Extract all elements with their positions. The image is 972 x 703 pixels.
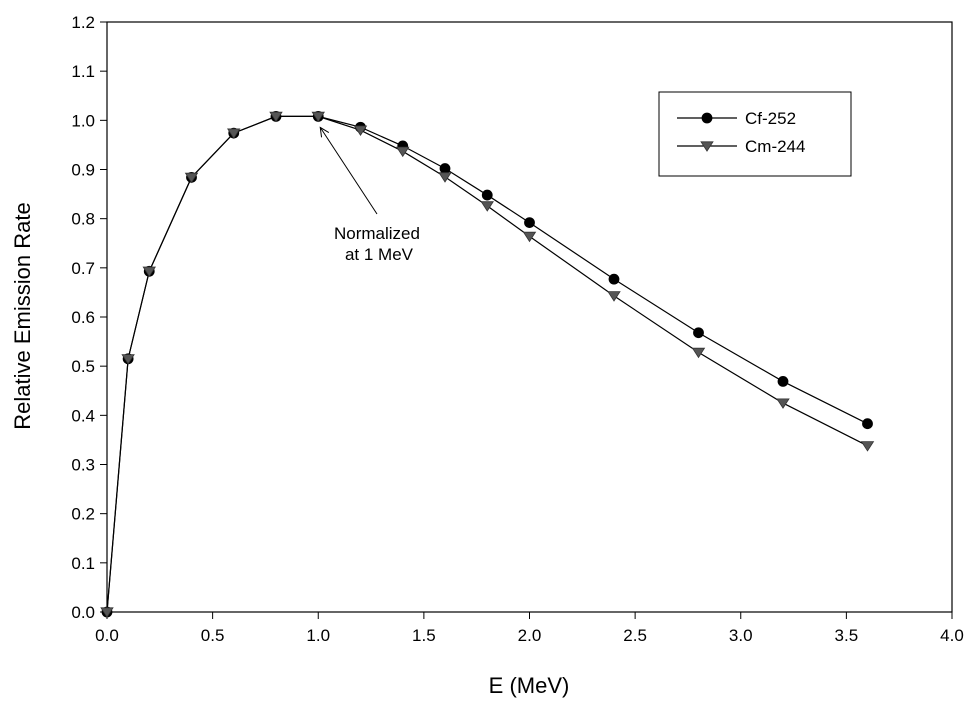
legend: Cf-252 Cm-244 — [658, 91, 852, 177]
legend-item: Cm-244 — [677, 137, 805, 156]
data-point — [227, 128, 241, 139]
annotation-line1: Normalized — [334, 224, 420, 243]
x-tick-label: 2.5 — [623, 626, 647, 645]
y-tick-label: 0.8 — [71, 210, 95, 229]
y-axis: 0.0 0.1 0.2 0.3 0.4 0.5 0.6 0.7 0.8 0.9 1.0 1.1 1.2 — [71, 13, 107, 622]
legend-marker — [700, 141, 714, 152]
y-axis-title: Relative Emission Rate — [10, 202, 35, 429]
data-point — [777, 376, 789, 387]
data-point — [607, 291, 621, 302]
y-tick-label: 1.1 — [71, 62, 95, 81]
x-tick-label: 1.0 — [306, 626, 330, 645]
series-layer — [100, 111, 875, 618]
annotation: Normalized at 1 MeV — [319, 126, 420, 264]
data-point — [121, 354, 135, 365]
data-point — [396, 146, 410, 158]
x-tick-label: 0.5 — [201, 626, 225, 645]
legend-marker — [701, 112, 713, 124]
data-point — [480, 201, 494, 212]
data-point — [439, 163, 451, 174]
data-point — [691, 347, 706, 359]
x-axis: 0.0 0.5 1.0 1.5 2.0 2.5 3.0 3.5 4.0 — [95, 612, 964, 645]
data-point — [438, 172, 452, 183]
data-point — [269, 111, 283, 123]
y-tick-label: 0.2 — [71, 505, 95, 524]
y-tick-label: 0.5 — [71, 357, 95, 376]
y-tick-label: 1.0 — [71, 111, 95, 130]
y-tick-label: 0.9 — [71, 161, 95, 180]
y-tick-label: 0.7 — [71, 259, 95, 278]
y-tick-label: 0.4 — [71, 406, 95, 425]
x-tick-label: 2.0 — [518, 626, 542, 645]
y-tick-label: 0.0 — [71, 603, 95, 622]
x-tick-label: 3.0 — [729, 626, 753, 645]
data-point — [693, 327, 704, 339]
data-point — [353, 125, 368, 137]
data-point — [100, 607, 114, 618]
series-cm-244 — [100, 111, 875, 618]
legend-item: Cf-252 — [677, 109, 796, 128]
legend-label: Cm-244 — [745, 137, 805, 156]
y-tick-label: 0.3 — [71, 456, 95, 475]
y-tick-label: 1.2 — [71, 13, 95, 32]
data-point — [184, 172, 199, 184]
legend-box — [658, 91, 852, 177]
x-axis-title: E (MeV) — [489, 673, 570, 698]
data-point — [524, 217, 535, 229]
annotation-arrow — [319, 127, 378, 215]
series-cf-252 — [101, 111, 873, 618]
data-point — [860, 441, 875, 452]
data-point — [776, 398, 790, 409]
x-tick-label: 1.5 — [412, 626, 436, 645]
x-tick-label: 4.0 — [940, 626, 964, 645]
annotation-line2: at 1 MeV — [345, 245, 414, 264]
data-point — [522, 231, 537, 243]
data-point — [862, 418, 873, 430]
legend-label: Cf-252 — [745, 109, 796, 128]
y-tick-label: 0.6 — [71, 308, 95, 327]
data-point — [142, 266, 156, 278]
data-point — [311, 111, 325, 123]
data-point — [481, 189, 493, 201]
x-tick-label: 3.5 — [835, 626, 859, 645]
annotation-arrowhead — [319, 126, 330, 138]
y-tick-label: 0.1 — [71, 554, 95, 573]
data-point — [608, 273, 620, 285]
x-tick-label: 0.0 — [95, 626, 119, 645]
series-line — [106, 115, 868, 613]
